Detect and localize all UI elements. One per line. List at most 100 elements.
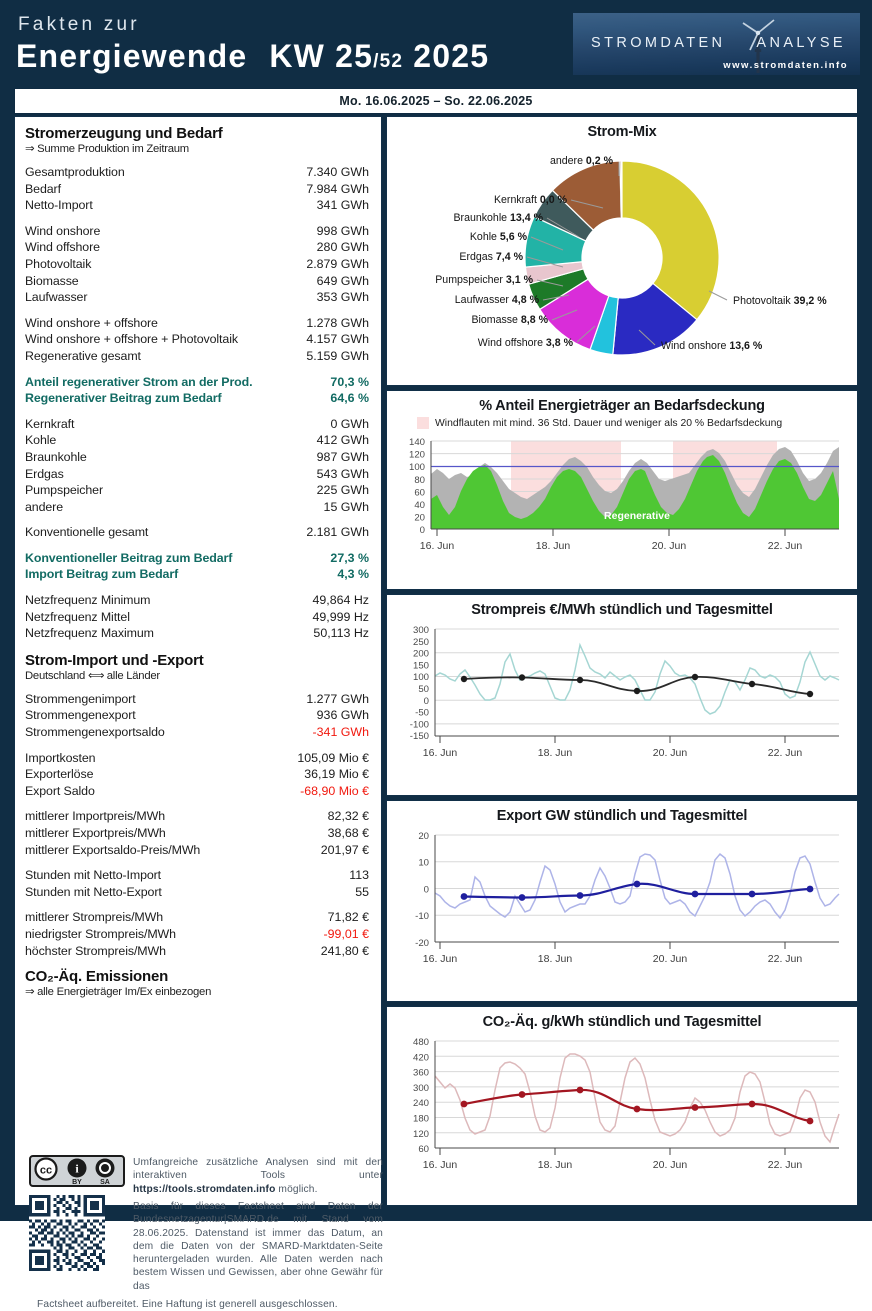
bedarfsdeckung-panel: % Anteil Energieträger an Bedarfsdeckung… — [386, 390, 858, 590]
x-tick-label: 18. Jun — [538, 953, 573, 965]
svg-text:100: 100 — [409, 462, 425, 473]
line-hourly-co2 — [434, 1053, 840, 1144]
row-value: 1.278 GWh — [306, 315, 369, 330]
svg-text:i: i — [75, 1162, 79, 1176]
donut-leader-lines — [526, 162, 728, 346]
daily-avg-markers — [460, 673, 814, 698]
table-row: Exporterlöse 36,19 Mio € — [25, 766, 369, 783]
row-label: Strommengenexportsaldo — [25, 725, 165, 740]
svg-text:140: 140 — [409, 437, 425, 448]
row-label: Import Beitrag zum Bedarf — [25, 567, 179, 582]
x-tick-marks — [439, 942, 786, 949]
row-label: mittlerer Importpreis/MWh — [25, 809, 166, 824]
svg-text:-20: -20 — [415, 938, 429, 949]
strompreis-panel: Strompreis €/MWh stündlich und Tagesmitt… — [386, 594, 858, 796]
strompreis-line-chart: 300 250 200 150 100 50 0 -50 -100 -150 — [410, 625, 840, 759]
stat-group-energy-flows: Strommengenimport 1.277 GWh Strommengenex… — [25, 691, 369, 741]
row-label: Wind onshore + offshore + Photovoltaik — [25, 332, 238, 347]
row-label: Biomasse — [25, 273, 79, 288]
donut-label-erdgas: Erdgas 7,4 % — [459, 251, 523, 263]
row-value: 71,82 € — [327, 910, 369, 925]
svg-text:300: 300 — [413, 1083, 429, 1094]
row-value: 280 GWh — [316, 240, 369, 255]
statistics-panel: Stromerzeugung und Bedarf ⇒ Summe Produk… — [14, 116, 383, 1310]
table-row: mittlerer Importpreis/MWh 82,32 € — [25, 808, 369, 825]
row-value: 543 GWh — [316, 466, 369, 481]
svg-text:40: 40 — [414, 500, 425, 511]
row-label: Netzfrequenz Minimum — [25, 593, 151, 608]
row-label: Erdgas — [25, 466, 64, 481]
stat-group-renewable-sums: Wind onshore + offshore 1.278 GWh Wind on… — [25, 315, 369, 365]
stat-group-renewable-sources: Wind onshore 998 GWh Wind offshore 280 GWh… — [25, 223, 369, 306]
row-value: 36,19 Mio € — [304, 767, 369, 782]
table-row: Strommengenexportsaldo -341 GWh — [25, 724, 369, 741]
donut-label-photovoltaik: Photovoltaik 39,2 % — [733, 295, 827, 307]
stat-group-frequency: Netzfrequenz Minimum 49,864 Hz Netzfreque… — [25, 592, 369, 642]
row-value: 201,97 € — [320, 842, 369, 857]
donut-label-andere: andere 0,2 % — [550, 155, 614, 167]
row-label: Bedarf — [25, 181, 61, 196]
row-label: Strommengenexport — [25, 708, 136, 723]
section-header-co2: CO₂-Äq. Emissionen ⇒ alle Energieträger … — [25, 968, 369, 998]
row-label: Laufwasser — [25, 290, 88, 305]
legend-windflauten-label: Windflauten mit mind. 36 Std. Dauer und … — [435, 417, 783, 429]
row-value: 353 GWh — [316, 290, 369, 305]
header-pretitle: Fakten zur — [18, 14, 140, 35]
row-label: mittlerer Exportsaldo-Preis/MWh — [25, 842, 201, 857]
stat-group-conventional-sum: Konventionelle gesamt 2.181 GWh — [25, 524, 369, 541]
donut-label-kohle: Kohle 5,6 % — [470, 231, 528, 243]
donut-hole — [582, 218, 662, 298]
note-tools-text-b: möglich. — [275, 1183, 318, 1195]
header-kw-sub: /52 — [373, 51, 404, 72]
statistics-table: Stromerzeugung und Bedarf ⇒ Summe Produk… — [15, 117, 381, 998]
table-row: Netzfrequenz Maximum 50,113 Hz — [25, 625, 369, 642]
y-axis-ticks: 140 120 100 80 60 40 20 0 — [409, 437, 425, 536]
row-value: 64,6 % — [330, 391, 369, 406]
row-value: -68,90 Mio € — [300, 783, 369, 798]
row-value: 38,68 € — [327, 826, 369, 840]
x-tick-label: 18. Jun — [538, 747, 573, 759]
x-tick-marks — [436, 529, 786, 536]
table-row: Photovoltaik 2.879 GWh — [25, 256, 369, 273]
row-value: -341 GWh — [312, 725, 369, 740]
row-value: 49,999 Hz — [312, 609, 369, 624]
stat-group-conventional-sources: Kernkraft 0 GWh Kohle 412 GWh Braunkohle 98… — [25, 416, 369, 516]
stat-group-costs: Importkosten 105,09 Mio € Exporterlöse 36,… — [25, 750, 369, 800]
row-label: Netto-Import — [25, 198, 93, 213]
co2-line-chart: 480 420 360 300 240 180 120 60 — [413, 1037, 840, 1171]
section-title-production: Stromerzeugung und Bedarf — [25, 125, 223, 142]
row-label: Regenerativer Beitrag zum Bedarf — [25, 391, 222, 406]
creative-commons-badge: cc i BY SA — [29, 1155, 125, 1187]
row-label: Pumpspeicher — [25, 483, 104, 498]
chart-title-strom-mix: Strom-Mix — [587, 124, 657, 140]
table-row: Laufwasser 353 GWh — [25, 289, 369, 306]
donut-label-kernkraft: Kernkraft 0,0 % — [494, 194, 568, 206]
svg-text:120: 120 — [413, 1129, 429, 1140]
date-range-bar: Mo. 16.06.2025 – So. 22.06.2025 — [14, 88, 858, 114]
section-title-import-export: Strom-Import und -Export — [25, 651, 204, 669]
table-row: Netto-Import 341 GWh — [25, 197, 369, 214]
y-axis-ticks: 480 420 360 300 240 180 120 60 — [413, 1037, 429, 1155]
gridlines — [435, 1040, 839, 1134]
table-row: Strommengenimport 1.277 GWh — [25, 691, 369, 708]
table-row: Netzfrequenz Mittel 49,999 Hz — [25, 609, 369, 626]
row-value: 15 GWh — [323, 499, 369, 514]
table-row: Regenerative gesamt 5.159 GWh — [25, 348, 369, 365]
stat-group-totals: Gesamtproduktion 7.340 GWh Bedarf 7.984 GW… — [25, 164, 369, 214]
row-label: mittlerer Strompreis/MWh — [25, 910, 164, 925]
donut-label-braunkohle: Braunkohle 13,4 % — [453, 212, 543, 224]
page-header: Fakten zur Energiewende KW 25/52 2025 STR… — [0, 0, 872, 88]
svg-text:0: 0 — [420, 525, 425, 536]
table-row: niedrigster Strompreis/MWh -99,01 € — [25, 926, 369, 943]
row-value: 936 GWh — [316, 708, 369, 723]
note-tools-link[interactable]: https://tools.stromdaten.info — [133, 1183, 276, 1195]
donut-label-wind-onshore: Wind onshore 13,6 % — [661, 340, 763, 352]
svg-text:-10: -10 — [415, 911, 429, 922]
row-value: 987 GWh — [316, 449, 369, 464]
windflauten-swatch — [417, 417, 429, 429]
chart-title-strompreis: Strompreis €/MWh stündlich und Tagesmitt… — [471, 602, 773, 618]
row-label: mittlerer Exportpreis/MWh — [25, 826, 166, 840]
table-row: Wind onshore + offshore 1.278 GWh — [25, 315, 369, 332]
qr-code[interactable] — [29, 1195, 105, 1271]
row-label: Konventioneller Beitrag zum Bedarf — [25, 550, 233, 565]
